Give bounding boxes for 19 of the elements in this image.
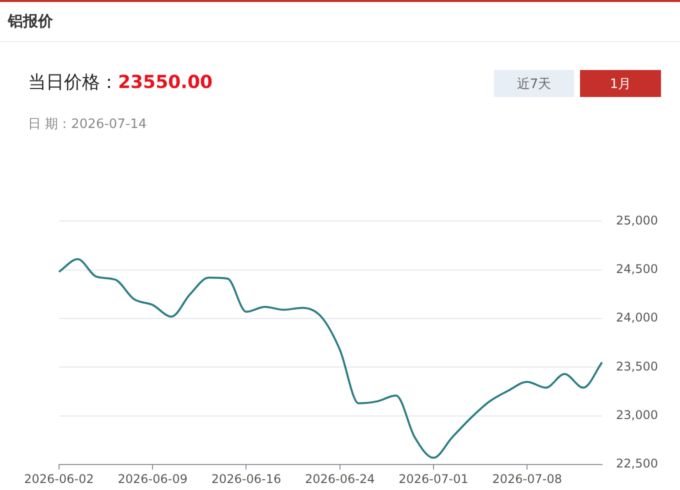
y-tick-label: 24,500 xyxy=(616,262,658,276)
x-tick-label: 2026-07-01 xyxy=(398,472,468,486)
x-tick-label: 2026-06-02 xyxy=(24,472,94,486)
x-tick-label: 2026-06-16 xyxy=(211,472,282,486)
y-tick-label: 24,000 xyxy=(616,310,658,325)
line-series xyxy=(58,258,604,459)
y-tick-label: 22,500 xyxy=(616,456,658,471)
text: 日 期：2026-07-14 xyxy=(28,116,147,133)
x-tick-label: 2026-07-08 xyxy=(492,472,562,486)
x-tick-label: 2026-06-24 xyxy=(304,472,375,486)
text: 当日价格： xyxy=(28,72,118,93)
text: 23550.00 xyxy=(118,72,213,93)
one-month-button: 1月 xyxy=(580,70,661,97)
y-tick-label: 23,500 xyxy=(616,359,658,374)
seven-day-button: 近7天 xyxy=(494,70,574,97)
y-tick-label: 25,000 xyxy=(616,213,658,228)
chart-title: 铝报价 xyxy=(8,12,53,31)
x-tick-label: 2026-06-09 xyxy=(118,472,188,486)
y-tick-label: 23,000 xyxy=(616,408,658,422)
